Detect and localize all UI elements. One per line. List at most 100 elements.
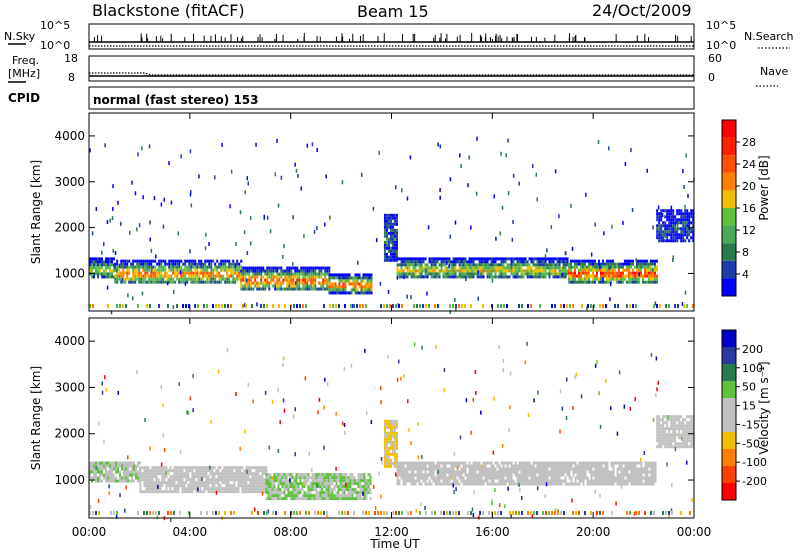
velocity-cell (604, 479, 607, 483)
velocity-cell (460, 467, 463, 471)
velocity-cell (470, 464, 473, 468)
velocity-speckle (417, 455, 420, 460)
velocity-cell (544, 473, 547, 477)
velocity-cell (269, 485, 272, 489)
power-cell (206, 268, 209, 272)
power-cell (122, 280, 125, 284)
power-cell (298, 284, 301, 288)
power-cell (190, 265, 193, 269)
power-cell (678, 218, 681, 222)
power-cell (621, 280, 624, 284)
power-cell (260, 278, 263, 282)
power-cell (585, 280, 588, 284)
power-cell (383, 231, 386, 235)
power-cell (109, 275, 111, 279)
velocity-cell (189, 484, 192, 488)
power-ground (401, 304, 403, 308)
velocity-speckle (178, 382, 180, 387)
velocity-speckle (421, 455, 423, 460)
power-cell (692, 215, 695, 219)
velocity-cell (233, 466, 236, 470)
velocity-cell (604, 473, 607, 477)
power-cell (276, 272, 279, 276)
power-cell (222, 259, 225, 263)
velocity-cell (341, 494, 344, 498)
velocity-cell (337, 497, 340, 501)
power-cell (680, 215, 683, 219)
velocity-cell (97, 467, 99, 471)
velocity-cell (329, 479, 332, 483)
power-cell (556, 272, 559, 276)
velocity-cell (472, 473, 475, 477)
velocity-cell (566, 473, 569, 477)
power-cell (450, 263, 453, 267)
power-ground (563, 304, 565, 308)
velocity-cell (464, 470, 467, 474)
velocity-cell (91, 464, 93, 468)
power-speckle (170, 200, 173, 205)
velocity-cell (670, 436, 673, 440)
power-cell (194, 271, 197, 275)
velocity-cell (103, 467, 105, 471)
velocity-cell (486, 470, 489, 474)
velocity-cell (279, 476, 282, 480)
power-cell (480, 269, 483, 273)
velocity-cell (269, 494, 272, 498)
power-speckle (544, 254, 547, 259)
power-cell (504, 269, 507, 273)
velocity-cell (365, 479, 368, 483)
power-cell (256, 284, 259, 288)
velocity-cell (307, 497, 310, 501)
power-cell (306, 281, 309, 285)
velocity-cell (658, 442, 661, 446)
power-cell (516, 257, 519, 261)
power-cell (312, 269, 315, 273)
velocity-cell (303, 482, 306, 486)
power-cell (414, 260, 417, 264)
power-ground (356, 304, 358, 308)
velocity-cell (436, 479, 439, 483)
power-cell (571, 259, 574, 263)
velocity-cell (225, 475, 228, 479)
power-cell (410, 269, 413, 273)
power-cell (510, 269, 513, 273)
power-cell (666, 209, 669, 213)
power-cell (210, 274, 213, 278)
power-cell (198, 259, 201, 263)
velocity-cell (267, 494, 270, 498)
power-speckle (449, 309, 451, 314)
velocity-cell (492, 479, 495, 483)
velocity-cell (165, 469, 168, 473)
power-cell (342, 285, 345, 289)
velocity-cell (554, 461, 557, 465)
velocity-cell (494, 470, 497, 474)
power-speckle (177, 231, 180, 236)
power-cell (140, 262, 143, 266)
cpid-panel: CPID normal (fast stereo) 153 (8, 86, 695, 110)
power-cell (480, 263, 483, 267)
power-cell (653, 271, 656, 275)
power-cell (408, 263, 411, 267)
velocity-cell (434, 464, 437, 468)
power-cell (688, 239, 691, 243)
velocity-cell (359, 485, 362, 489)
velocity-cell (199, 472, 202, 476)
velocity-cell (658, 430, 661, 434)
power-speckle (395, 255, 397, 260)
power-cell (116, 265, 119, 269)
power-cell (254, 284, 257, 288)
velocity-cell (393, 449, 396, 453)
velocity-cell (626, 467, 629, 471)
velocity-cell (436, 461, 439, 465)
velocity-cell (159, 487, 162, 491)
power-cell (302, 281, 305, 285)
power-cell (426, 275, 429, 279)
velocity-cell (614, 476, 617, 480)
velocity-cell (596, 470, 599, 474)
velocity-cell (353, 497, 356, 501)
velocity-cell (504, 482, 507, 486)
power-speckle (454, 220, 457, 225)
power-cell (476, 263, 479, 267)
beam-title: Beam 15 (357, 2, 429, 21)
power-speckle (602, 277, 604, 282)
